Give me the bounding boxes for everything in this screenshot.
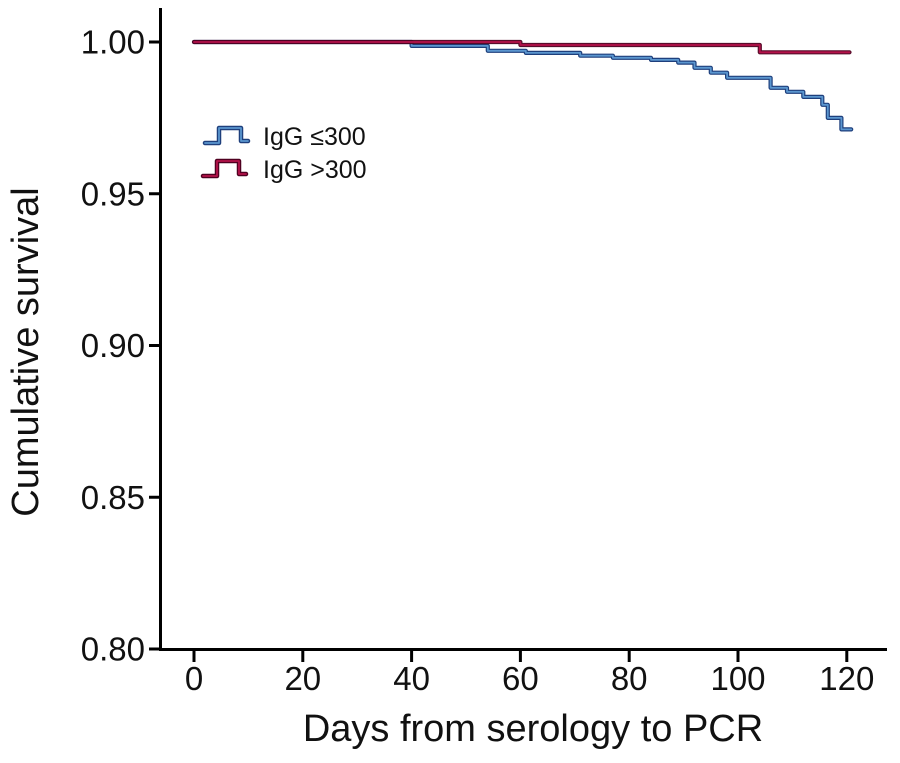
series-igg-gt300-curve [191,39,852,55]
legend-label-igg-le300: IgG ≤300 [263,123,366,151]
x-tick-label: 100 [710,660,765,697]
y-axis: 1.00 0.95 0.90 0.85 0.80 [81,8,162,668]
igg-le300-step-icon-core [204,127,249,144]
igg-le300-curve-edge [191,39,854,132]
igg-le300-curve-core [193,41,853,131]
x-axis-title: Days from serology to PCR [303,708,763,750]
y-tick-label: 1.00 [81,24,145,61]
x-tick-label: 20 [284,660,321,697]
y-axis-ticks: 1.00 0.95 0.90 0.85 0.80 [81,24,160,668]
x-tick-label: 40 [393,660,430,697]
x-tick-label: 0 [185,660,203,697]
legend-item-igg-gt300: IgG >300 [200,156,367,184]
series-igg-le300-curve [191,39,854,132]
x-tick-label: 60 [502,660,539,697]
x-axis-ticks: 0 20 40 60 80 100 120 [185,651,874,697]
igg-gt300-step-icon-core [202,160,247,177]
x-axis: 0 20 40 60 80 100 120 [159,648,887,697]
y-tick-label: 0.80 [81,631,145,668]
x-tick-label: 120 [819,660,874,697]
y-tick-label: 0.90 [81,327,145,364]
legend-item-igg-le300: IgG ≤300 [202,123,366,151]
y-tick-label: 0.95 [81,175,145,212]
igg-gt300-curve-core [193,41,851,54]
legend: IgG ≤300 IgG >300 [200,123,367,184]
y-axis-title: Cumulative survival [5,187,47,516]
x-tick-label: 80 [611,660,648,697]
legend-label-igg-gt300: IgG >300 [263,156,367,184]
y-tick-label: 0.85 [81,479,145,516]
